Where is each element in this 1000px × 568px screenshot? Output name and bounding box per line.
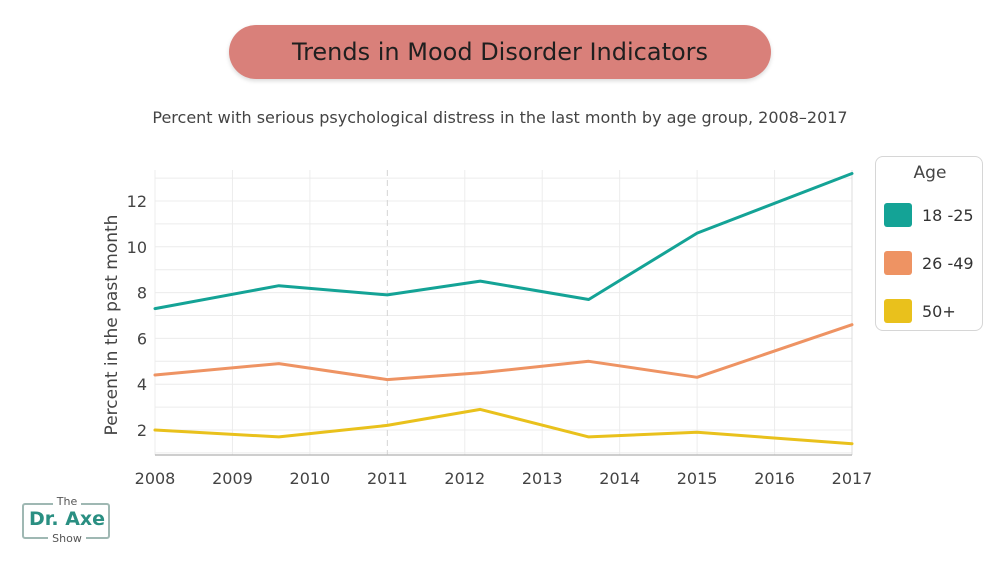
x-tick-label: 2011 — [367, 469, 408, 488]
legend-title: Age — [913, 163, 947, 183]
y-tick-label: 4 — [137, 375, 147, 394]
x-tick-label: 2009 — [212, 469, 253, 488]
chart-legend: Age 18 -25 26 -49 50+ — [875, 156, 983, 331]
legend-label: 50+ — [922, 301, 956, 321]
y-tick-label: 6 — [137, 329, 147, 348]
chart-grid — [154, 170, 853, 455]
legend-label: 18 -25 — [922, 205, 974, 225]
x-tick-label: 2015 — [677, 469, 718, 488]
x-tick-label: 2016 — [754, 469, 795, 488]
x-tick-label: 2014 — [599, 469, 640, 488]
title-pill: Trends in Mood Disorder Indicators — [229, 25, 771, 79]
logo-top-text: The — [52, 495, 82, 508]
x-tick-label: 2008 — [135, 469, 176, 488]
legend-swatch — [884, 299, 912, 323]
y-tick-label: 12 — [127, 192, 147, 211]
series-line-18-25 — [153, 172, 854, 311]
page-title: Trends in Mood Disorder Indicators — [291, 38, 709, 66]
x-tick-label: 2017 — [832, 469, 873, 488]
dr-axe-show-logo: The Dr. Axe Show — [18, 495, 116, 545]
y-tick-label: 8 — [137, 284, 147, 303]
y-tick-label: 10 — [127, 238, 147, 257]
series-line-26-49 — [153, 323, 854, 382]
legend-item-18-25: 18 -25 — [884, 201, 974, 229]
x-tick-label: 2013 — [522, 469, 563, 488]
chart-series — [153, 172, 854, 446]
legend-label: 26 -49 — [922, 253, 974, 273]
y-axis-label: Percent in the past month — [102, 215, 122, 436]
legend-swatch — [884, 203, 912, 227]
x-tick-label: 2010 — [290, 469, 331, 488]
legend-item-26-49: 26 -49 — [884, 249, 974, 277]
y-tick-label: 2 — [137, 421, 147, 440]
chart-subtitle: Percent with serious psychological distr… — [152, 108, 848, 127]
x-tick-label: 2012 — [444, 469, 485, 488]
logo-bottom-text: Show — [48, 532, 86, 545]
series-line-50 — [153, 407, 854, 446]
chart-axes: 2 4 6 8 10 12 2008 2009 2010 2011 2012 2013 2014 2015… — [127, 192, 873, 488]
logo-main-text: Dr. Axe — [28, 508, 106, 530]
legend-swatch — [884, 251, 912, 275]
legend-item-50-plus: 50+ — [884, 297, 956, 325]
